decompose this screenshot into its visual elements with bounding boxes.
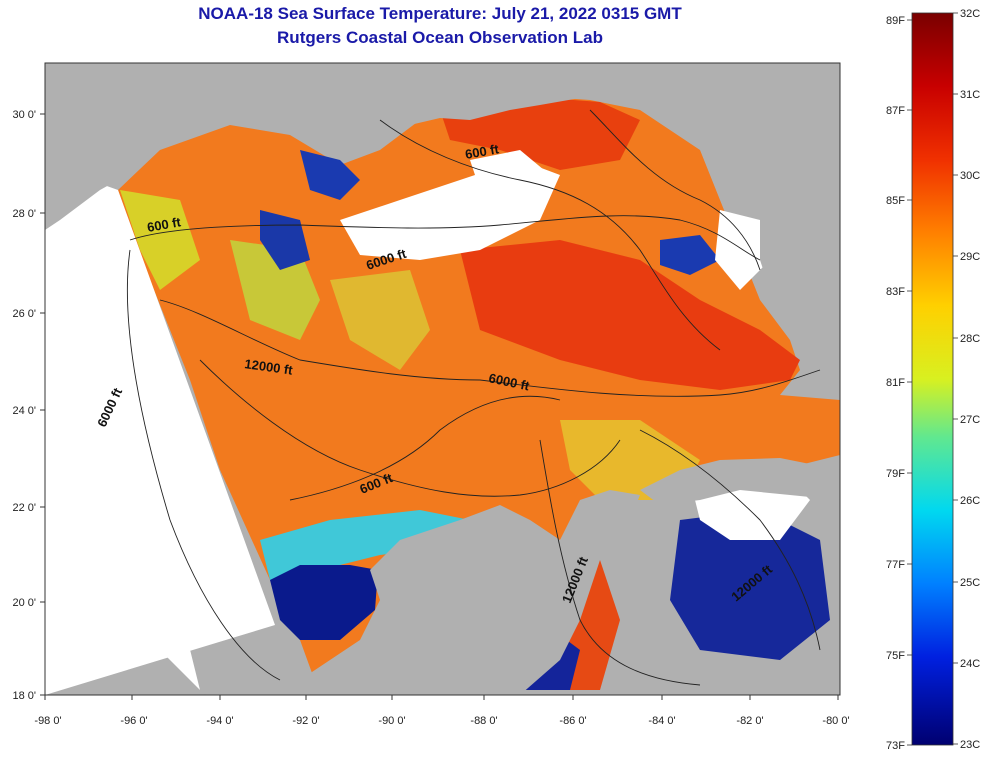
colorbar-c-32: 32C xyxy=(960,8,980,20)
lon-label-88: -88 0' xyxy=(470,715,497,727)
colorbar-c-30: 30C xyxy=(960,170,980,182)
sst-mid-zone xyxy=(120,190,200,290)
lat-label-30: 30 0' xyxy=(12,109,36,121)
sst-cold-caribbean xyxy=(670,510,830,660)
lon-label-92: -92 0' xyxy=(292,715,319,727)
colorbar-c-23: 23C xyxy=(960,739,980,751)
colorbar-c-27: 27C xyxy=(960,414,980,426)
sst-mid-west xyxy=(230,240,320,340)
colorbar-f-87: 87F xyxy=(886,105,905,117)
lon-label-82: -82 0' xyxy=(736,715,763,727)
contour-label-12000ft-west: 12000 ft xyxy=(244,356,295,378)
colorbar-f-79: 79F xyxy=(886,468,905,480)
sst-cold-north xyxy=(300,150,360,200)
nodata-west-swath xyxy=(45,63,275,695)
lat-label-20: 20 0' xyxy=(12,597,36,609)
colorbar-f-85: 85F xyxy=(886,195,905,207)
lat-label-22: 22 0' xyxy=(12,502,36,514)
sst-cold-bay-campeche xyxy=(270,565,378,640)
colorbar-f-75: 75F xyxy=(886,650,905,662)
lat-label-24: 24 0' xyxy=(12,405,36,417)
sst-cold-east xyxy=(660,235,720,275)
colorbar-f-81: 81F xyxy=(886,377,905,389)
longitude-axis: -98 0' -96 0' -94 0' -92 0' -90 0' -88 0… xyxy=(34,695,850,727)
lon-label-94: -94 0' xyxy=(206,715,233,727)
colorbar-f-89: 89F xyxy=(886,15,905,27)
lat-label-18: 18 0' xyxy=(12,690,36,702)
sst-warm-zone xyxy=(460,240,800,390)
sst-mid-central xyxy=(330,270,430,370)
map-subtitle: Rutgers Coastal Ocean Observation Lab xyxy=(277,28,603,47)
colorbar-f-73: 73F xyxy=(886,740,905,752)
land-cuba xyxy=(640,458,840,505)
colorbar-c-24: 24C xyxy=(960,658,980,670)
map-title: NOAA-18 Sea Surface Temperature: July 21… xyxy=(198,4,682,23)
sst-cool-coast xyxy=(260,510,470,580)
lat-label-26: 26 0' xyxy=(12,308,36,320)
contour-label-600ft-north: 600 ft xyxy=(464,141,501,162)
lon-label-98: -98 0' xyxy=(34,715,61,727)
contour-label-600ft-west: 600 ft xyxy=(146,214,183,235)
land-mexico-yucatan xyxy=(45,490,640,695)
map-frame xyxy=(44,62,841,696)
lon-label-96: -96 0' xyxy=(120,715,147,727)
latitude-axis: 30 0' 28 0' 26 0' 24 0' 22 0' 20 0' 18 0… xyxy=(12,109,45,702)
colorbar-f-77: 77F xyxy=(886,559,905,571)
nodata-cloud-north xyxy=(470,150,550,200)
colorbar-c-29: 29C xyxy=(960,251,980,263)
bathymetry-contours xyxy=(126,109,821,686)
lon-label-90: -90 0' xyxy=(378,715,405,727)
land-us-gulf-coast xyxy=(45,63,840,230)
lon-label-80: -80 0' xyxy=(822,715,849,727)
colorbar-c-26: 26C xyxy=(960,495,980,507)
lat-label-28: 28 0' xyxy=(12,208,36,220)
colorbar-f-83: 83F xyxy=(886,286,905,298)
colorbar-c-31: 31C xyxy=(960,89,980,101)
colorbar-gradient xyxy=(911,12,954,746)
colorbar-c-28: 28C xyxy=(960,333,980,345)
lon-label-84: -84 0' xyxy=(648,715,675,727)
land-florida xyxy=(760,63,840,360)
colorbar: 89F 87F 85F 83F 81F 79F 77F 75F 73F 32C … xyxy=(886,8,980,752)
lon-label-86: -86 0' xyxy=(559,715,586,727)
colorbar-c-25: 25C xyxy=(960,577,980,589)
